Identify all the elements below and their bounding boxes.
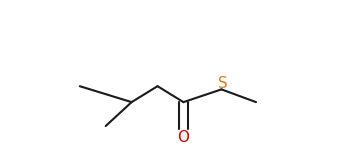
Text: S: S — [218, 76, 228, 91]
Text: O: O — [177, 130, 189, 145]
